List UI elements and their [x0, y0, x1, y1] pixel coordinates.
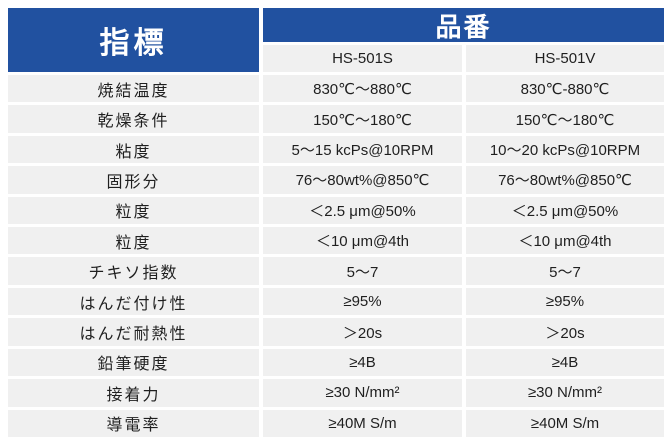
row-label: 粒度 [8, 227, 259, 255]
value-hs501v: 76～80wt%@850℃ [466, 166, 664, 194]
column-header-hs501s: HS-501S [263, 45, 462, 72]
value-hs501v: ＜2.5 μm@50% [466, 196, 664, 225]
row-label: 粘度 [8, 135, 259, 164]
row-label: 乾燥条件 [8, 105, 259, 133]
value-hs501s: 76～80wt%@850℃ [263, 166, 462, 194]
spec-table: 指標 品番 HS-501S HS-501V 焼結温度 830℃～880℃ 830… [8, 8, 664, 437]
value-hs501v: ＜10 μm@4th [466, 227, 664, 255]
value-hs501s: 5～15 kcPs@10RPM [263, 135, 462, 164]
value-hs501v: 830℃-880℃ [466, 75, 664, 103]
row-label: チキソ指数 [8, 257, 259, 285]
value-hs501v: 5～7 [466, 257, 664, 285]
value-hs501s: ＜10 μm@4th [263, 227, 462, 255]
product-group-header-cell: 品番 [263, 8, 664, 42]
value-hs501v: ≥40M S/m [466, 409, 664, 437]
row-label: はんだ耐熱性 [8, 318, 259, 346]
value-hs501v: 150℃～180℃ [466, 105, 664, 133]
value-hs501s: 830℃～880℃ [263, 75, 462, 103]
value-hs501v: ≥4B [466, 348, 664, 377]
value-hs501v: 10～20 kcPs@10RPM [466, 135, 664, 164]
row-label: 焼結温度 [8, 75, 259, 103]
value-hs501v: ＞20s [466, 318, 664, 346]
value-hs501s: 5～7 [263, 257, 462, 285]
value-hs501v: ≥95% [466, 287, 664, 316]
column-header-hs501v: HS-501V [466, 45, 664, 72]
row-label: 接着力 [8, 379, 259, 407]
value-hs501s: ≥95% [263, 287, 462, 316]
row-label: 粒度 [8, 196, 259, 225]
row-label: 鉛筆硬度 [8, 348, 259, 377]
value-hs501v: ≥30 N/mm² [466, 379, 664, 407]
value-hs501s: 150℃～180℃ [263, 105, 462, 133]
value-hs501s: ≥4B [263, 348, 462, 377]
value-hs501s: ≥30 N/mm² [263, 379, 462, 407]
row-label: 導電率 [8, 409, 259, 437]
value-hs501s: ＜2.5 μm@50% [263, 196, 462, 225]
metric-header-cell: 指標 [8, 8, 259, 72]
row-label: はんだ付け性 [8, 287, 259, 316]
value-hs501s: ≥40M S/m [263, 409, 462, 437]
row-label: 固形分 [8, 166, 259, 194]
value-hs501s: ＞20s [263, 318, 462, 346]
